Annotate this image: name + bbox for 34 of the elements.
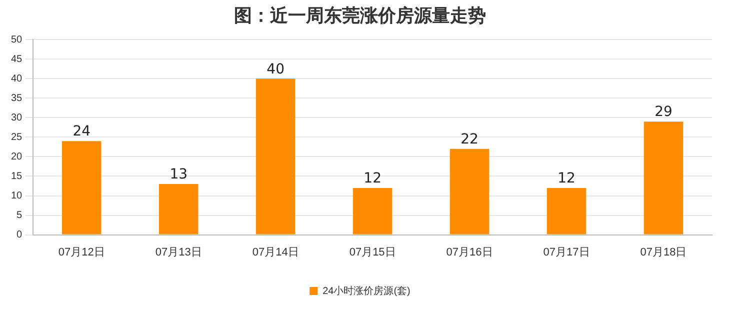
x-tick-label: 07月12日 bbox=[58, 246, 105, 258]
y-tick-label: 5 bbox=[16, 210, 23, 222]
bar bbox=[352, 188, 392, 234]
y-tick-label: 15 bbox=[11, 170, 23, 182]
data-label: 13 bbox=[170, 166, 188, 183]
y-tick-label: 30 bbox=[11, 112, 23, 124]
bar bbox=[158, 184, 198, 234]
y-tick-label: 25 bbox=[11, 132, 23, 143]
y-tick-label: 40 bbox=[11, 73, 23, 84]
y-tick-label: 20 bbox=[11, 151, 23, 162]
bar bbox=[62, 141, 102, 234]
y-tick-label: 45 bbox=[11, 54, 23, 65]
chart-title: 图：近一周东莞涨价房源量走势 bbox=[234, 5, 486, 26]
x-tick-label: 07月18日 bbox=[640, 246, 687, 258]
data-label: 12 bbox=[364, 170, 382, 187]
bar bbox=[256, 78, 296, 234]
y-tick-label: 50 bbox=[11, 34, 23, 46]
x-tick-label: 07月13日 bbox=[155, 246, 202, 258]
legend-label: 24小时涨价房源(套) bbox=[322, 284, 410, 297]
data-label: 12 bbox=[558, 170, 576, 187]
x-tick-label: 07月14日 bbox=[252, 246, 299, 258]
data-label: 29 bbox=[654, 104, 672, 120]
y-tick-label: 35 bbox=[11, 92, 23, 104]
x-tick-label: 07月15日 bbox=[349, 246, 396, 258]
data-label: 24 bbox=[72, 124, 91, 140]
bar bbox=[644, 122, 684, 234]
data-label: 22 bbox=[460, 132, 478, 148]
data-label: 40 bbox=[266, 61, 284, 78]
bar bbox=[450, 148, 490, 234]
bar bbox=[546, 188, 586, 234]
y-tick-label: 10 bbox=[11, 190, 23, 202]
x-tick-label: 07月17日 bbox=[543, 246, 590, 258]
y-tick-label: 0 bbox=[16, 230, 23, 241]
x-tick-label: 07月16日 bbox=[446, 246, 493, 258]
